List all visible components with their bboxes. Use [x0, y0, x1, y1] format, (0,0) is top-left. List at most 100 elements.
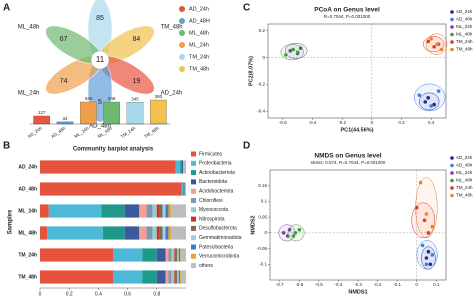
panel-label: C: [243, 3, 250, 14]
bar-segment: [183, 182, 184, 196]
group-ellipse: [416, 240, 438, 270]
bar-segment: [180, 248, 182, 262]
y-tick-label: AD_48h: [18, 186, 37, 192]
chart-subtitle: R=0.7044, P=0.001000: [324, 14, 371, 19]
bar-segment: [174, 270, 176, 284]
legend-swatch: [191, 151, 196, 157]
y-tick-label: ML_48h: [18, 230, 37, 236]
x-axis-title: NMDS1: [348, 289, 367, 295]
legend-label: TM_24h: [456, 185, 473, 190]
bar-value: 349: [85, 96, 93, 101]
chart-title: NMDS on Genus level: [314, 153, 381, 160]
bar-segment: [124, 226, 140, 240]
legend-swatch: [450, 193, 454, 198]
x-tick-label: 0: [39, 291, 42, 297]
legend-label: Verrucomicrobiota: [199, 254, 240, 260]
chart-title: Community barplot analysis: [73, 147, 154, 153]
point: [426, 39, 431, 44]
bar-segment: [184, 182, 186, 196]
point: [429, 104, 433, 108]
plot-frame: [267, 23, 447, 119]
point: [430, 253, 435, 257]
bar-segment: [102, 226, 125, 240]
bar-segment: [168, 270, 172, 284]
bar-segment: [40, 248, 113, 262]
point: [291, 47, 296, 52]
y-tick-label: 0.15: [258, 183, 267, 188]
y-tick-label: 0: [262, 55, 265, 60]
legend-label: ML_48h: [456, 178, 473, 183]
legend-label: AD_48h: [456, 163, 473, 168]
y-axis-title: PC2(8.07%): [248, 56, 254, 86]
legend-label: Desulfobacterota: [199, 226, 237, 232]
x-tick-label: -0.1: [393, 282, 401, 287]
bar-segment: [178, 248, 181, 262]
legend-swatch: [450, 40, 454, 44]
x-tick-label: TM_24h: [120, 125, 137, 139]
bar-value: 345: [131, 96, 139, 101]
point: [423, 100, 428, 104]
y-axis-title: NMDS2: [250, 215, 256, 234]
point: [430, 224, 435, 229]
bar-segment: [159, 226, 163, 240]
legend-label: Patescibacteria: [199, 244, 233, 250]
petal-count: 74: [60, 78, 68, 85]
x-tick-label: TM_48h: [143, 125, 160, 139]
x-tick-label: AD_48h: [50, 125, 67, 139]
y-tick-label: -0.05: [257, 246, 268, 251]
legend-swatch: [191, 198, 196, 203]
legend-label: Actinobacteriota: [199, 170, 235, 176]
bar-segment: [142, 270, 157, 284]
set-label: TM_48h: [161, 25, 183, 31]
point: [420, 243, 425, 248]
point: [281, 231, 286, 235]
legend-swatch: [179, 6, 185, 12]
x-tick-label: 0.6: [124, 291, 131, 297]
petal-count: 84: [132, 36, 140, 43]
legend-swatch: [450, 10, 454, 14]
legend-label: AD_48H: [189, 18, 210, 24]
point: [422, 218, 427, 223]
bar-value: 34: [62, 116, 68, 121]
bar-segment: [175, 160, 181, 174]
bar-segment: [139, 226, 147, 240]
bar: [56, 121, 74, 125]
bar-segment: [183, 182, 185, 196]
legend-swatch: [179, 66, 185, 72]
bar-segment: [159, 204, 163, 218]
set-label: ML_24h: [18, 91, 40, 97]
bar-segment: [180, 160, 182, 174]
point: [424, 212, 429, 216]
point: [426, 231, 431, 235]
y-tick-label: 0.1: [261, 199, 268, 204]
petal-count: 5: [98, 99, 102, 106]
bar-segment: [152, 226, 157, 240]
x-tick-label: 0.8: [153, 291, 160, 297]
center-count: 11: [96, 55, 105, 64]
panel-label: A: [3, 3, 10, 14]
bar-segment: [156, 248, 166, 262]
bar-segment: [156, 270, 166, 284]
legend-swatch: [179, 30, 185, 36]
bar-segment: [142, 248, 157, 262]
legend-label: Firmicutes: [199, 151, 223, 157]
venn-center: [90, 50, 110, 70]
x-tick-label: -0.2: [374, 282, 382, 287]
legend-swatch: [450, 32, 454, 37]
bar-value: 380: [155, 94, 163, 99]
x-tick-label: -0.6: [295, 282, 303, 287]
legend-swatch: [191, 207, 196, 213]
x-tick-label: 0: [415, 282, 418, 287]
bar-segment: [40, 270, 113, 284]
y-tick-label: 0.05: [258, 214, 267, 219]
legend-swatch: [450, 47, 454, 52]
bar-segment: [124, 204, 140, 218]
y-tick-label: -0.2: [257, 82, 265, 87]
x-tick-label: -0.2: [338, 120, 346, 125]
petal-count: 85: [96, 15, 104, 22]
legend-swatch: [191, 225, 196, 231]
petal-count: 19: [132, 78, 140, 85]
legend-swatch: [450, 178, 454, 183]
bar-segment: [165, 270, 169, 284]
y-tick-label: -0.1: [259, 261, 267, 266]
